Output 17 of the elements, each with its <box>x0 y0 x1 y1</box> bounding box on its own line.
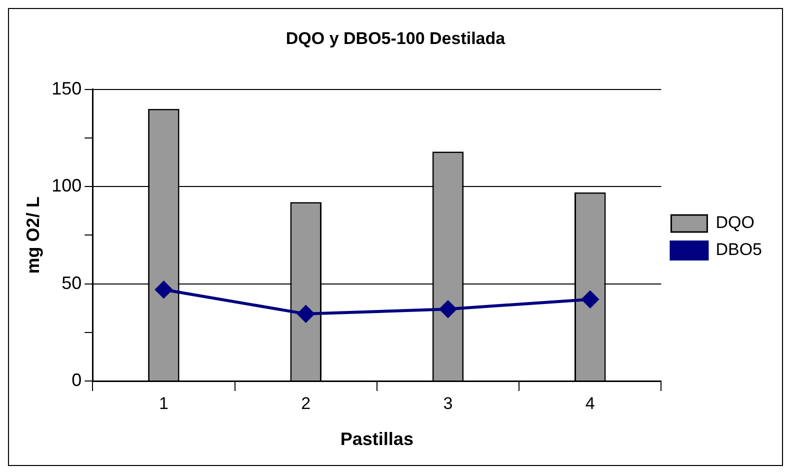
point <box>582 290 599 308</box>
x-tick-label: 3 <box>443 394 453 413</box>
point <box>155 281 172 298</box>
y-tick-label: 100 <box>52 176 82 196</box>
y-tick-label: 0 <box>72 370 82 390</box>
x-tick-label: 4 <box>585 394 595 413</box>
y-tick-label: 150 <box>52 78 82 98</box>
x-axis-title: Pastillas <box>340 429 414 450</box>
legend-label: DBO5 <box>716 240 762 260</box>
legend-label: DQO <box>716 213 754 232</box>
x-tick-label: 1 <box>158 394 168 413</box>
y-tick-label: 50 <box>62 272 82 293</box>
point <box>297 305 314 322</box>
y-axis-title: mg O2/ L <box>22 196 43 274</box>
x-tick-label: 2 <box>301 394 311 413</box>
point <box>439 300 456 318</box>
chart-title: DQO y DBO5-100 Destilada <box>286 28 506 48</box>
